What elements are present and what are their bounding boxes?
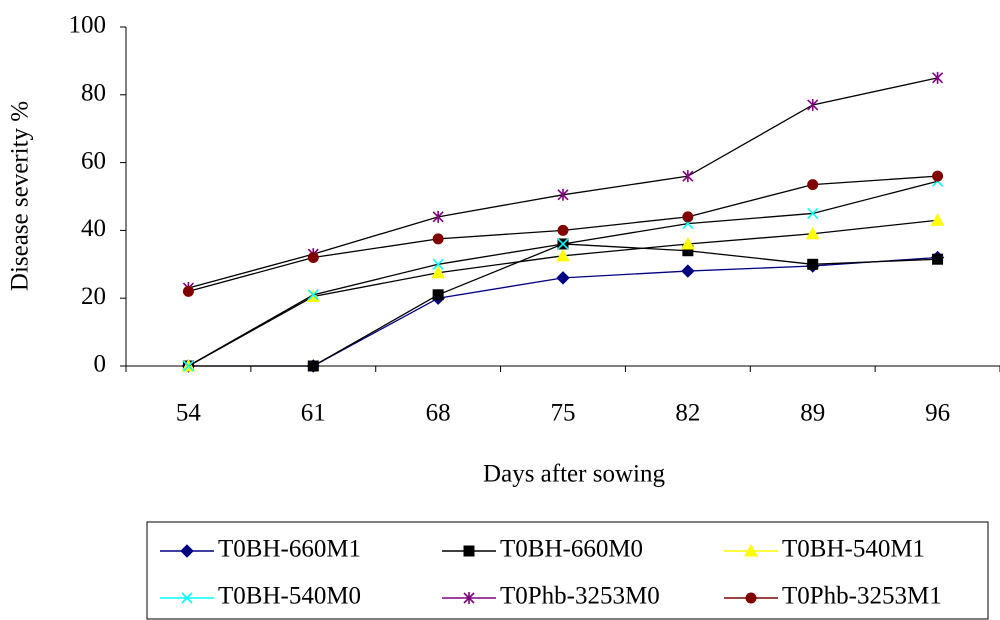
marker	[307, 252, 319, 264]
marker	[557, 238, 569, 250]
marker	[930, 213, 945, 226]
marker	[745, 592, 757, 604]
marker	[557, 224, 569, 236]
y-axis-title: Disease severity %	[7, 101, 34, 291]
marker	[432, 258, 444, 270]
y-tick-label: 60	[81, 147, 106, 174]
series-line	[188, 243, 938, 367]
marker	[307, 360, 319, 372]
marker	[807, 258, 819, 270]
x-tick-label: 82	[675, 400, 700, 427]
marker	[307, 289, 319, 301]
legend-label: T0BH-660M1	[218, 536, 361, 563]
marker	[431, 265, 445, 279]
marker	[432, 210, 444, 223]
x-tick-label: 68	[426, 400, 451, 427]
legend-box	[146, 521, 989, 620]
marker	[181, 592, 193, 604]
marker	[556, 248, 570, 262]
marker	[463, 592, 475, 604]
legend-label: T0BH-540M0	[218, 583, 361, 610]
marker	[932, 71, 944, 84]
marker	[805, 226, 820, 240]
x-tick-label: 96	[925, 400, 950, 427]
marker	[432, 289, 444, 301]
legend-label: T0BH-660M0	[500, 536, 643, 563]
y-tick-label: 20	[81, 283, 106, 310]
marker	[932, 253, 944, 265]
legend-label: T0BH-540M1	[782, 536, 925, 563]
y-tick-label: 80	[81, 80, 106, 107]
marker	[681, 236, 695, 250]
x-tick-label: 89	[800, 400, 825, 427]
marker	[807, 207, 819, 220]
y-tick-label: 100	[69, 12, 107, 39]
x-tick-label: 54	[176, 400, 202, 427]
y-tick-label: 0	[94, 351, 107, 378]
y-tick-label: 40	[81, 215, 106, 242]
x-axis-title: Days after sowing	[483, 461, 665, 488]
legend-label: T0Phb-3253M0	[500, 583, 660, 610]
marker	[744, 543, 758, 557]
marker	[463, 545, 475, 557]
marker	[682, 211, 694, 223]
marker	[182, 360, 194, 372]
marker	[807, 98, 819, 111]
x-tick-label: 75	[551, 400, 576, 427]
marker	[807, 179, 819, 191]
marker	[932, 170, 944, 182]
marker	[681, 264, 695, 278]
x-tick-label: 61	[301, 400, 326, 427]
marker	[682, 170, 694, 183]
marker	[557, 188, 569, 201]
marker	[432, 233, 444, 245]
legend-label: T0Phb-3253M1	[782, 583, 942, 610]
marker	[182, 285, 194, 297]
marker	[180, 544, 194, 558]
marker	[556, 271, 570, 285]
